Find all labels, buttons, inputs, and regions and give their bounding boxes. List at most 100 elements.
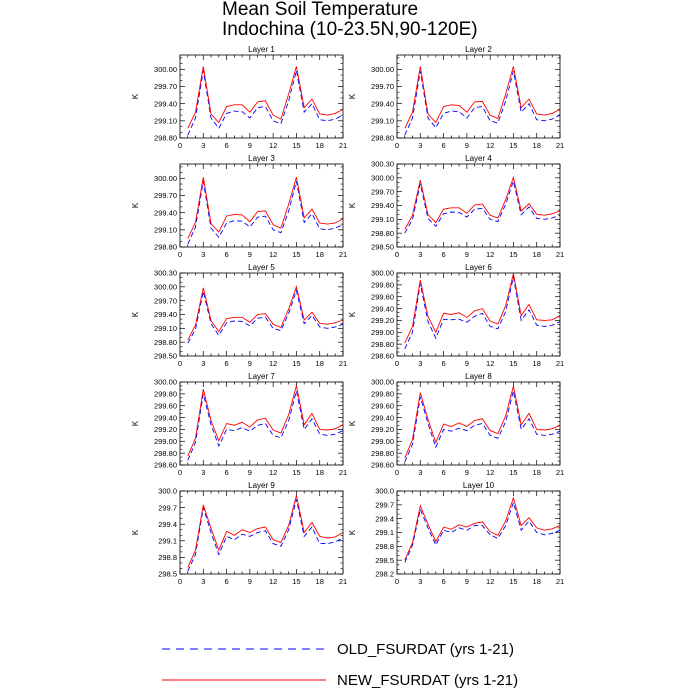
panel-7: Layer 7 K 0 3 6 9 12 15 18 21 298.60 298.80 299.00 29… <box>131 372 347 477</box>
series-line-new <box>404 496 561 561</box>
x-tick-label: 9 <box>465 250 469 259</box>
panel-4: Layer 4 K 0 3 6 9 12 15 18 21 298.50 298.80 299.10 29… <box>348 154 564 259</box>
plot-frame <box>179 163 344 248</box>
plot-frame <box>179 381 344 466</box>
x-tick-label: 9 <box>248 468 252 477</box>
x-tick-label: 0 <box>395 250 399 259</box>
x-tick-label: 0 <box>178 141 182 150</box>
x-tick-label: 18 <box>533 250 541 259</box>
x-tick-label: 9 <box>465 468 469 477</box>
plot-frame <box>396 54 561 139</box>
y-tick-label: 299.70 <box>154 296 177 305</box>
x-tick-label: 15 <box>292 141 300 150</box>
y-tick-label: 299.1 <box>375 528 394 537</box>
x-tick-label: 6 <box>441 359 445 368</box>
x-tick-label: 0 <box>395 468 399 477</box>
series-line-new <box>404 273 561 344</box>
x-tick-label: 3 <box>418 141 422 150</box>
plot-frame <box>396 381 561 466</box>
y-tick-label: 298.8 <box>158 553 177 562</box>
x-tick-label: 3 <box>201 359 205 368</box>
series-line-old <box>404 500 561 563</box>
y-tick-label: 300.00 <box>154 283 177 292</box>
y-tick-label: 298.8 <box>375 542 394 551</box>
y-tick-label: 299.10 <box>154 117 177 126</box>
panel-8: Layer 8 K 0 3 6 9 12 15 18 21 298.60 298.80 299.00 29… <box>348 372 564 477</box>
x-tick-label: 12 <box>269 577 277 586</box>
y-tick-label: 299.7 <box>375 501 394 510</box>
y-tick-label: 299.40 <box>154 208 177 217</box>
y-tick-label: 300.30 <box>371 160 394 169</box>
x-tick-label: 21 <box>556 250 564 259</box>
y-tick-label: 300.00 <box>154 65 177 74</box>
plot-frame <box>179 54 344 139</box>
y-axis-label: K <box>131 420 140 426</box>
y-axis-label: K <box>348 93 357 99</box>
panel-title: Layer 8 <box>465 372 492 381</box>
series-line-old <box>187 390 344 461</box>
y-tick-label: 299.60 <box>154 401 177 410</box>
series-line-new <box>187 385 344 457</box>
x-tick-label: 15 <box>292 250 300 259</box>
plot-frame <box>396 490 561 575</box>
y-tick-label: 299.40 <box>154 310 177 319</box>
x-tick-label: 6 <box>441 250 445 259</box>
y-tick-label: 299.10 <box>371 215 394 224</box>
x-tick-label: 18 <box>533 577 541 586</box>
y-tick-label: 298.60 <box>154 461 177 470</box>
y-tick-label: 298.2 <box>375 570 394 579</box>
x-tick-label: 9 <box>248 250 252 259</box>
y-tick-label: 300.00 <box>371 378 394 387</box>
y-tick-label: 299.00 <box>154 437 177 446</box>
y-tick-label: 299.10 <box>371 117 394 126</box>
x-tick-label: 12 <box>486 359 494 368</box>
y-tick-label: 298.50 <box>154 352 177 361</box>
panel-title: Layer 3 <box>248 154 275 163</box>
x-tick-label: 15 <box>509 577 517 586</box>
series-line-new <box>404 175 561 230</box>
y-tick-label: 300.0 <box>375 487 394 496</box>
x-tick-label: 6 <box>224 250 228 259</box>
y-tick-label: 300.00 <box>154 378 177 387</box>
y-axis-label: K <box>348 311 357 317</box>
y-tick-label: 299.40 <box>371 99 394 108</box>
x-tick-label: 3 <box>201 577 205 586</box>
x-tick-label: 18 <box>533 141 541 150</box>
x-tick-label: 3 <box>201 250 205 259</box>
y-tick-label: 299.40 <box>154 99 177 108</box>
x-tick-label: 21 <box>339 468 347 477</box>
panel-title: Layer 6 <box>465 263 492 272</box>
x-tick-label: 0 <box>395 359 399 368</box>
panel-title: Layer 4 <box>465 154 492 163</box>
y-axis-label: K <box>348 202 357 208</box>
y-tick-label: 298.80 <box>371 229 394 238</box>
x-tick-label: 12 <box>486 141 494 150</box>
series-line-old <box>187 288 344 344</box>
x-tick-label: 15 <box>292 577 300 586</box>
y-tick-label: 298.80 <box>154 243 177 252</box>
x-tick-label: 3 <box>418 468 422 477</box>
x-tick-label: 6 <box>441 468 445 477</box>
x-tick-label: 15 <box>509 141 517 150</box>
series-line-new <box>187 285 344 341</box>
panel-9: Layer 9 K 0 3 6 9 12 15 18 21 298.5 298.8 299.1 299.4… <box>131 481 347 586</box>
panel-6: Layer 6 K 0 3 6 9 12 15 18 21 298.60 298.80 299.00 29… <box>348 263 564 368</box>
y-tick-label: 299.40 <box>371 201 394 210</box>
y-tick-label: 299.70 <box>154 191 177 200</box>
y-tick-label: 299.20 <box>371 425 394 434</box>
x-tick-label: 3 <box>201 141 205 150</box>
x-tick-label: 0 <box>178 359 182 368</box>
legend-label-new: NEW_FSURDAT (yrs 1-21) <box>337 672 518 689</box>
panel-title: Layer 2 <box>465 45 492 54</box>
figure-subtitle: Indochina (10-23.5N,90-120E) <box>222 19 478 40</box>
y-tick-label: 300.00 <box>154 174 177 183</box>
panel-2: Layer 2 K 0 3 6 9 12 15 18 21 298.80 299.10 299.40 29… <box>348 45 564 150</box>
x-tick-label: 6 <box>224 359 228 368</box>
legend-label-old: OLD_FSURDAT (yrs 1-21) <box>337 641 514 658</box>
y-tick-label: 299.70 <box>371 187 394 196</box>
y-tick-label: 299.20 <box>154 425 177 434</box>
y-tick-label: 299.80 <box>154 390 177 399</box>
x-tick-label: 3 <box>201 468 205 477</box>
x-tick-label: 0 <box>395 577 399 586</box>
series-line-new <box>404 66 561 129</box>
